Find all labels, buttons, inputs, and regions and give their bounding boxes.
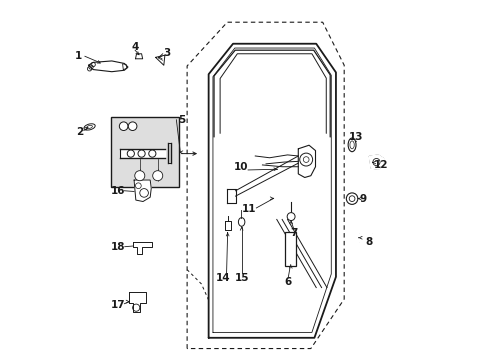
Text: 8: 8: [365, 237, 372, 247]
Text: 6: 6: [284, 277, 291, 287]
Text: 18: 18: [111, 242, 125, 252]
Bar: [111, 117, 178, 187]
Circle shape: [346, 193, 357, 204]
Polygon shape: [129, 292, 146, 312]
Text: 3: 3: [163, 48, 171, 58]
Text: 11: 11: [242, 204, 256, 215]
Polygon shape: [134, 180, 151, 202]
Circle shape: [135, 171, 144, 181]
Circle shape: [286, 213, 294, 221]
Text: 13: 13: [348, 132, 363, 142]
Text: 5: 5: [178, 115, 185, 125]
Circle shape: [127, 150, 134, 157]
Text: 2: 2: [76, 127, 83, 136]
Text: 16: 16: [111, 186, 125, 196]
Text: 1: 1: [75, 51, 82, 61]
Circle shape: [138, 150, 145, 157]
Polygon shape: [368, 155, 383, 169]
Text: 9: 9: [359, 194, 366, 204]
Circle shape: [128, 122, 137, 131]
Ellipse shape: [347, 138, 355, 152]
Text: 14: 14: [215, 273, 230, 283]
Text: 10: 10: [233, 162, 247, 172]
Text: 15: 15: [234, 273, 248, 283]
Bar: [285, 232, 295, 266]
Circle shape: [148, 150, 156, 157]
Circle shape: [119, 122, 128, 131]
Polygon shape: [133, 242, 152, 254]
Circle shape: [152, 171, 163, 181]
Text: 4: 4: [131, 42, 139, 51]
Polygon shape: [88, 61, 128, 72]
Text: 7: 7: [290, 228, 297, 238]
Text: 12: 12: [373, 160, 388, 170]
Text: 17: 17: [111, 300, 125, 310]
Polygon shape: [358, 233, 371, 242]
Polygon shape: [298, 145, 315, 177]
